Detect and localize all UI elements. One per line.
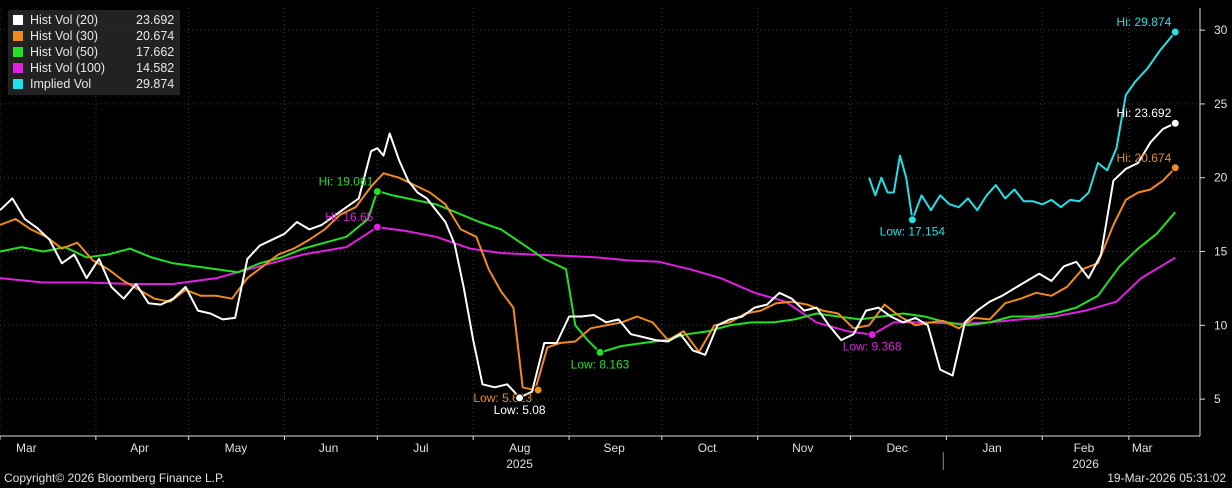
annotation-label: Low: 9.368 <box>843 340 902 354</box>
annotation-marker <box>907 215 917 225</box>
x-month-label: Oct <box>698 441 717 455</box>
annotation-label: Hi: 19.061 <box>319 175 374 189</box>
x-month-label: Mar <box>16 441 37 455</box>
legend-item: Implied Vol 29.874 <box>12 76 174 92</box>
annotation-label: Hi: 20.674 <box>1117 151 1172 165</box>
x-month-label: Jun <box>319 441 338 455</box>
y-tick-label: 15 <box>1214 245 1228 259</box>
y-tick-label: 30 <box>1214 23 1228 37</box>
legend-series-name: Hist Vol (100) <box>30 61 106 75</box>
x-year-label: 2025 <box>506 457 533 471</box>
annotation-marker <box>372 222 382 232</box>
annotation-marker <box>1170 118 1180 128</box>
series-line-0 <box>0 122 1176 399</box>
chart-series <box>0 31 1177 399</box>
copyright-text: Copyright© 2026 Bloomberg Finance L.P. <box>4 471 225 485</box>
annotation-label: Low: 17.154 <box>880 225 946 239</box>
x-month-label: Apr <box>130 441 149 455</box>
x-month-label: Feb <box>1074 441 1095 455</box>
legend-series-name: Hist Vol (50) <box>30 45 99 59</box>
annotation-label: Hi: 16.65 <box>325 210 373 224</box>
x-month-label: Nov <box>792 441 813 455</box>
y-tick-label: 10 <box>1214 318 1228 332</box>
chart-legend: Hist Vol (20) 23.692 Hist Vol (30) 20.674 Hi… <box>8 10 181 95</box>
x-month-label: Jul <box>413 441 428 455</box>
legend-series-name: Hist Vol (20) <box>30 13 99 27</box>
x-year-label: 2026 <box>1072 457 1099 471</box>
legend-swatch <box>12 62 24 74</box>
timestamp-text: 19-Mar-2026 05:31:02 <box>1107 471 1226 485</box>
annotation-marker <box>372 187 382 197</box>
series-line-2 <box>0 190 1177 354</box>
legend-series-value: 29.874 <box>136 77 175 91</box>
x-month-label: Sep <box>603 441 625 455</box>
annotation-marker <box>1170 163 1180 173</box>
legend-series-value: 20.674 <box>136 29 175 43</box>
legend-series-name: Implied Vol <box>30 77 92 91</box>
legend-item: Hist Vol (30) 20.674 <box>12 28 174 44</box>
annotation-label: Low: 5.08 <box>494 403 546 417</box>
annotation-label: Hi: 23.692 <box>1117 106 1172 120</box>
series-line-4 <box>868 31 1177 221</box>
x-month-label: May <box>225 441 248 455</box>
y-tick-label: 25 <box>1214 97 1228 111</box>
annotation-label: Hi: 29.874 <box>1117 15 1172 29</box>
legend-item: Hist Vol (20) 23.692 <box>12 12 174 28</box>
x-month-label: Dec <box>886 441 907 455</box>
x-month-label: Jan <box>982 441 1001 455</box>
annotation-marker <box>1170 27 1180 37</box>
legend-series-name: Hist Vol (30) <box>30 29 99 43</box>
annotation-label: Low: 8.163 <box>571 357 630 371</box>
legend-swatch <box>12 78 24 90</box>
y-tick-label: 5 <box>1214 392 1221 406</box>
series-line-1 <box>0 167 1177 392</box>
x-month-label: Mar <box>1132 441 1153 455</box>
annotation-marker <box>515 393 525 403</box>
annotation-marker <box>533 385 543 395</box>
x-month-label: Aug <box>509 441 530 455</box>
legend-swatch <box>12 14 24 26</box>
legend-swatch <box>12 30 24 42</box>
annotation-marker <box>867 330 877 340</box>
legend-item: Hist Vol (100) 14.582 <box>12 60 174 76</box>
series-line-3 <box>0 226 1176 336</box>
legend-swatch <box>12 46 24 58</box>
y-tick-label: 20 <box>1214 171 1228 185</box>
annotation-marker <box>595 347 605 357</box>
legend-item: Hist Vol (50) 17.662 <box>12 44 174 60</box>
legend-series-value: 17.662 <box>136 45 175 59</box>
legend-series-value: 23.692 <box>136 13 175 27</box>
chart-grid <box>0 8 1200 436</box>
legend-series-value: 14.582 <box>136 61 175 75</box>
